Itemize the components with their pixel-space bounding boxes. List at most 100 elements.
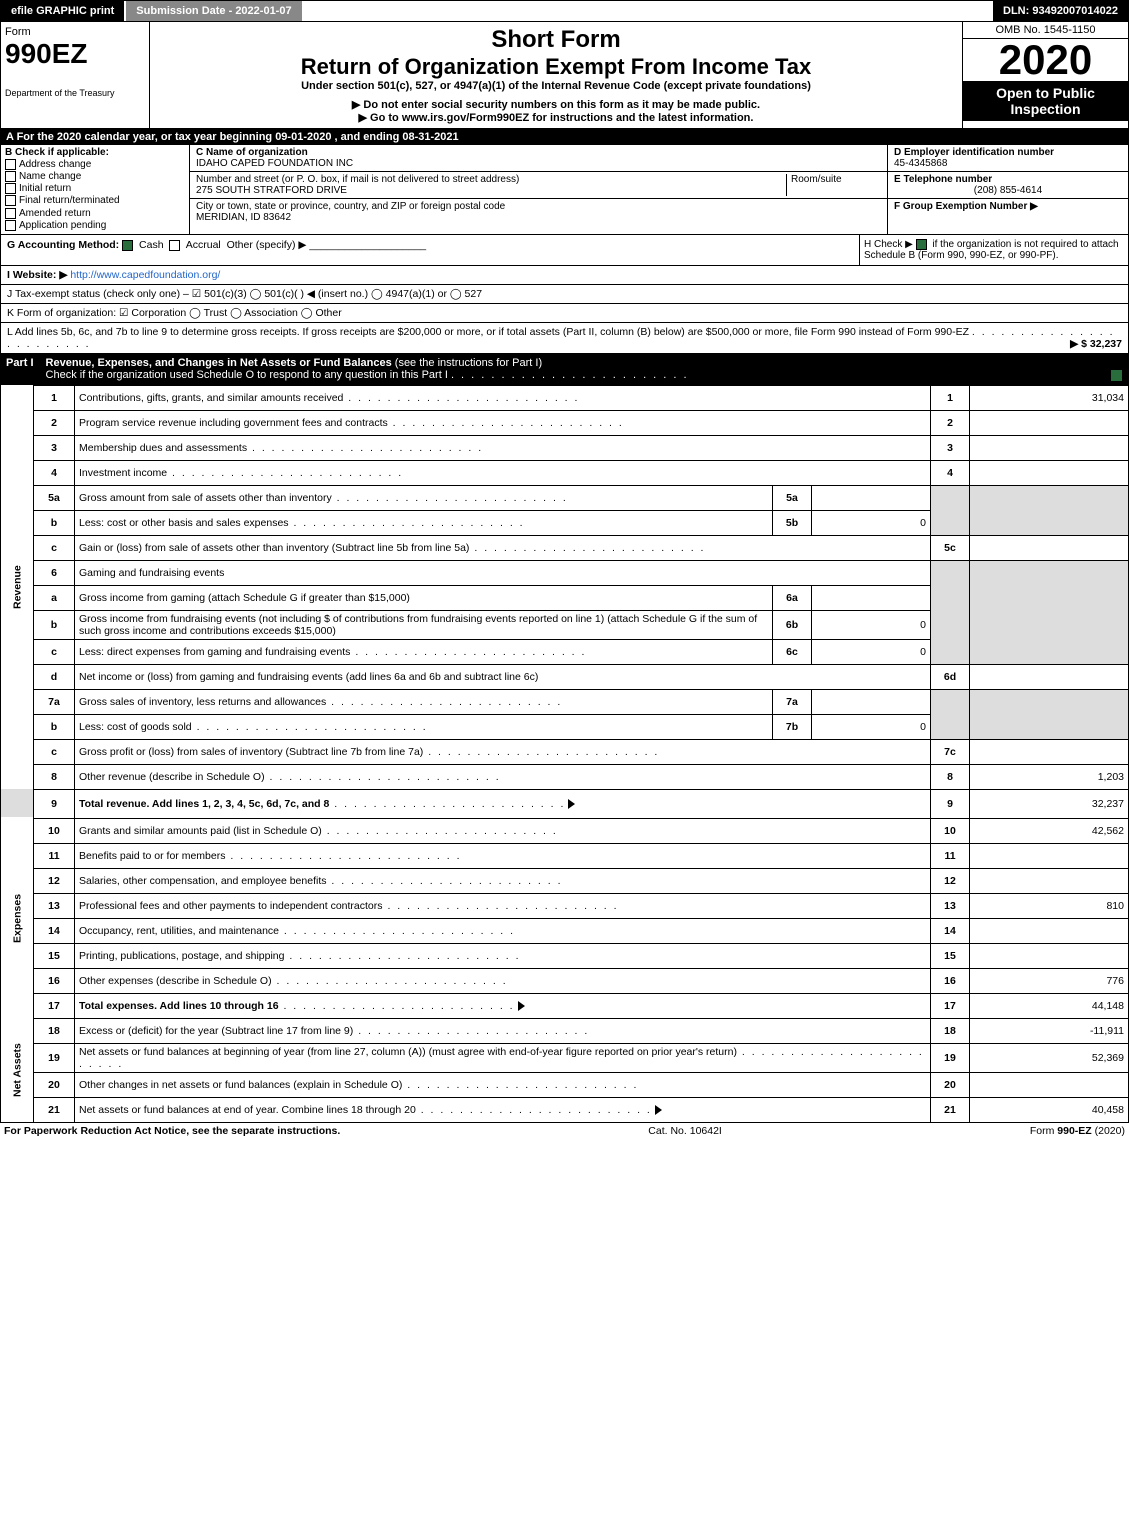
checkbox-accrual[interactable] — [169, 240, 180, 251]
ein: 45-4345868 — [894, 158, 947, 169]
lines-table: Revenue 1 Contributions, gifts, grants, … — [0, 385, 1129, 1123]
desc-16: Other expenses (describe in Schedule O) — [79, 975, 272, 987]
colno-16: 16 — [931, 968, 970, 993]
amount-5c — [970, 535, 1129, 560]
colno-6d: 6d — [931, 664, 970, 689]
lineno-1: 1 — [34, 385, 75, 410]
checkbox-initial-return[interactable] — [5, 183, 16, 194]
lineno-10: 10 — [34, 818, 75, 843]
desc-4: Investment income — [79, 467, 167, 479]
checkbox-application-pending[interactable] — [5, 220, 16, 231]
efile-print-button[interactable]: efile GRAPHIC print — [1, 1, 126, 21]
desc-19: Net assets or fund balances at beginning… — [79, 1046, 737, 1058]
part1-check-line: Check if the organization used Schedule … — [46, 369, 448, 381]
top-bar: efile GRAPHIC print Submission Date - 20… — [0, 0, 1129, 22]
checkbox-schedule-b[interactable] — [916, 239, 927, 250]
desc-10: Grants and similar amounts paid (list in… — [79, 825, 322, 837]
short-form-title: Short Form — [154, 26, 958, 54]
checkbox-final-return[interactable] — [5, 195, 16, 206]
checkbox-name-change[interactable] — [5, 171, 16, 182]
lineno-6a: a — [34, 585, 75, 610]
form-header: Form 990EZ Department of the Treasury Sh… — [0, 22, 1129, 129]
desc-12: Salaries, other compensation, and employ… — [79, 875, 326, 887]
amount-9: 32,237 — [970, 789, 1129, 818]
amount-14 — [970, 918, 1129, 943]
subval-5b: 0 — [812, 510, 931, 535]
desc-11: Benefits paid to or for members — [79, 850, 225, 862]
amount-7c — [970, 739, 1129, 764]
lineno-16: 16 — [34, 968, 75, 993]
checkbox-cash[interactable] — [122, 240, 133, 251]
desc-21: Net assets or fund balances at end of ye… — [79, 1104, 416, 1116]
sublabel-6b: 6b — [773, 610, 812, 639]
lineno-7b: b — [34, 714, 75, 739]
colno-5c: 5c — [931, 535, 970, 560]
colno-12: 12 — [931, 868, 970, 893]
amount-16: 776 — [970, 968, 1129, 993]
page-footer: For Paperwork Reduction Act Notice, see … — [0, 1123, 1129, 1139]
arrow-icon — [568, 799, 575, 809]
desc-1: Contributions, gifts, grants, and simila… — [79, 392, 343, 404]
colno-15: 15 — [931, 943, 970, 968]
amount-17: 44,148 — [970, 993, 1129, 1018]
colno-10: 10 — [931, 818, 970, 843]
label-accrual: Accrual — [186, 239, 221, 251]
footer-mid: Cat. No. 10642I — [648, 1125, 722, 1137]
desc-5b: Less: cost or other basis and sales expe… — [79, 517, 289, 529]
sublabel-7b: 7b — [773, 714, 812, 739]
side-label-netassets: Net Assets — [1, 1018, 34, 1122]
colno-4: 4 — [931, 460, 970, 485]
arrow-icon — [518, 1001, 525, 1011]
desc-6d: Net income or (loss) from gaming and fun… — [79, 671, 538, 683]
label-final-return: Final return/terminated — [19, 196, 120, 207]
ssn-warning: ▶ Do not enter social security numbers o… — [154, 98, 958, 111]
subtitle: Under section 501(c), 527, or 4947(a)(1)… — [154, 80, 958, 92]
form-label: Form — [5, 26, 145, 38]
line-l-row: L Add lines 5b, 6c, and 7b to line 9 to … — [0, 323, 1129, 354]
lineno-17: 17 — [34, 993, 75, 1018]
colno-18: 18 — [931, 1018, 970, 1043]
line-l-amount: ▶ $ 32,237 — [1070, 338, 1122, 350]
desc-7a: Gross sales of inventory, less returns a… — [79, 696, 326, 708]
desc-6: Gaming and fundraising events — [75, 560, 931, 585]
label-amended-return: Amended return — [19, 208, 91, 219]
lineno-9: 9 — [34, 789, 75, 818]
tax-year: 2020 — [963, 39, 1128, 81]
lineno-6d: d — [34, 664, 75, 689]
checkbox-schedule-o[interactable] — [1110, 369, 1123, 382]
room-suite-label: Room/suite — [786, 174, 881, 196]
amount-4 — [970, 460, 1129, 485]
desc-8: Other revenue (describe in Schedule O) — [79, 771, 265, 783]
dept-label: Department of the Treasury — [5, 88, 145, 98]
side-label-expenses: Expenses — [1, 818, 34, 1018]
amount-8: 1,203 — [970, 764, 1129, 789]
colno-20: 20 — [931, 1072, 970, 1097]
goto-link[interactable]: ▶ Go to www.irs.gov/Form990EZ for instru… — [154, 111, 958, 124]
colno-13: 13 — [931, 893, 970, 918]
city-label: City or town, state or province, country… — [196, 201, 505, 212]
lineno-2: 2 — [34, 410, 75, 435]
subval-6a — [812, 585, 931, 610]
amount-10: 42,562 — [970, 818, 1129, 843]
checkbox-address-change[interactable] — [5, 159, 16, 170]
colno-21: 21 — [931, 1097, 970, 1122]
lineno-8: 8 — [34, 764, 75, 789]
amount-18: -11,911 — [970, 1018, 1129, 1043]
f-label: F Group Exemption Number ▶ — [894, 201, 1038, 212]
website-link[interactable]: http://www.capedfoundation.org/ — [70, 269, 220, 281]
label-cash: Cash — [139, 239, 164, 251]
amount-13: 810 — [970, 893, 1129, 918]
tax-period: A For the 2020 calendar year, or tax yea… — [0, 129, 1129, 145]
open-to-public: Open to Public Inspection — [963, 81, 1128, 121]
checkbox-amended-return[interactable] — [5, 208, 16, 219]
amount-21: 40,458 — [970, 1097, 1129, 1122]
colno-9: 9 — [931, 789, 970, 818]
label-application-pending: Application pending — [19, 220, 106, 231]
lineno-14: 14 — [34, 918, 75, 943]
label-address-change: Address change — [19, 159, 91, 170]
lineno-18: 18 — [34, 1018, 75, 1043]
subval-7a — [812, 689, 931, 714]
c-label: C Name of organization — [196, 147, 308, 158]
colno-8: 8 — [931, 764, 970, 789]
desc-7c: Gross profit or (loss) from sales of inv… — [79, 746, 423, 758]
